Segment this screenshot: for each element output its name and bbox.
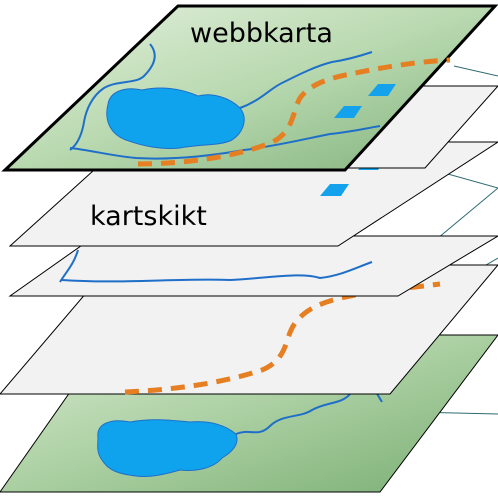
layer-road: [0, 264, 498, 395]
building-shape: [368, 84, 396, 96]
river-line: [69, 125, 381, 160]
river-line: [239, 51, 373, 109]
leader-line-1: [453, 65, 498, 77]
river-line: [59, 249, 79, 283]
road-line: [124, 281, 441, 395]
road-line: [137, 57, 451, 167]
lake-shape: [97, 419, 238, 477]
river-line: [61, 261, 373, 283]
building-shape: [320, 184, 349, 196]
map-title: webbkarta: [190, 18, 333, 49]
layer-label: kartskikt: [90, 201, 207, 232]
lake-shape: [106, 87, 245, 149]
building-shape: [334, 106, 362, 118]
river-line: [69, 43, 156, 151]
layer-rivers: [8, 235, 498, 297]
layer-webbkarta: webbkarta: [1, 4, 498, 172]
